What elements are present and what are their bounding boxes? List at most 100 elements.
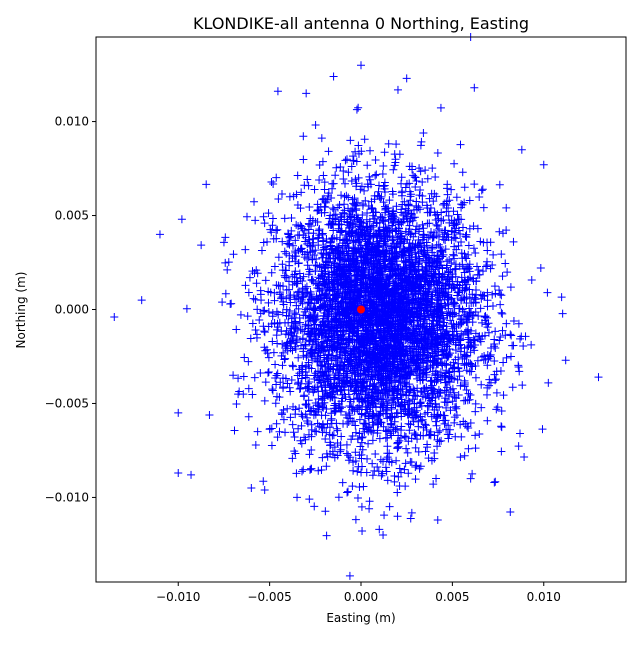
data-point xyxy=(268,309,277,318)
data-point xyxy=(291,310,300,319)
data-point xyxy=(273,225,282,234)
data-point xyxy=(418,178,427,187)
data-point xyxy=(397,412,406,421)
data-point xyxy=(401,183,410,192)
data-point xyxy=(435,437,444,446)
data-point xyxy=(387,458,396,467)
data-point xyxy=(311,267,320,276)
data-point xyxy=(479,203,488,212)
data-point xyxy=(260,306,269,315)
data-point xyxy=(340,192,349,201)
data-point xyxy=(295,404,304,413)
data-point xyxy=(421,166,430,175)
data-point xyxy=(277,327,286,336)
data-point xyxy=(347,177,356,186)
data-point xyxy=(353,405,362,414)
data-point xyxy=(411,182,420,191)
data-point xyxy=(464,241,473,250)
data-point xyxy=(516,334,525,343)
data-point xyxy=(447,374,456,383)
data-point xyxy=(401,433,410,442)
data-point xyxy=(351,147,360,156)
data-point xyxy=(313,419,322,428)
data-point xyxy=(450,265,459,274)
data-point xyxy=(382,467,391,476)
data-point xyxy=(328,447,337,456)
data-point xyxy=(414,422,423,431)
data-point xyxy=(460,451,469,460)
data-point xyxy=(465,304,474,313)
data-point xyxy=(322,462,331,471)
data-point xyxy=(232,400,241,408)
data-point xyxy=(402,444,411,453)
data-point xyxy=(492,375,501,384)
data-point xyxy=(250,373,259,382)
data-point xyxy=(416,398,425,407)
data-point xyxy=(443,353,452,362)
data-point xyxy=(272,419,281,428)
data-point xyxy=(447,185,456,194)
data-point xyxy=(299,272,308,281)
data-point xyxy=(379,422,388,431)
data-point xyxy=(197,241,206,250)
data-point xyxy=(273,433,282,442)
data-point xyxy=(297,439,306,448)
data-point xyxy=(343,487,352,496)
data-point xyxy=(182,304,191,313)
points-layer xyxy=(110,33,603,580)
data-point xyxy=(464,333,473,342)
data-point xyxy=(299,155,308,164)
data-point xyxy=(383,414,392,423)
data-point xyxy=(365,504,374,513)
data-point xyxy=(384,215,393,224)
data-point xyxy=(335,404,344,413)
data-point xyxy=(490,478,499,487)
data-point xyxy=(352,105,361,114)
data-point xyxy=(388,187,397,196)
data-point xyxy=(345,571,354,580)
data-point xyxy=(446,373,455,382)
data-point xyxy=(294,353,303,362)
data-point xyxy=(418,220,427,229)
data-point xyxy=(264,353,273,362)
data-point xyxy=(288,454,297,463)
data-point xyxy=(255,315,264,324)
data-point xyxy=(446,406,455,415)
data-point xyxy=(260,327,269,336)
data-point xyxy=(342,191,351,200)
data-point xyxy=(339,174,348,183)
data-point xyxy=(244,412,253,421)
data-point xyxy=(457,329,466,338)
data-point xyxy=(460,295,469,304)
data-point xyxy=(287,213,296,222)
data-point xyxy=(456,140,465,149)
data-point xyxy=(315,161,324,170)
data-point xyxy=(473,356,482,365)
data-point xyxy=(241,245,250,254)
data-point xyxy=(495,336,504,345)
data-point xyxy=(461,232,470,241)
data-point xyxy=(317,263,326,272)
data-point xyxy=(230,426,239,435)
data-point xyxy=(381,463,390,472)
data-point xyxy=(322,531,331,540)
data-point xyxy=(332,424,341,433)
data-point xyxy=(310,502,319,511)
data-point xyxy=(305,450,314,459)
data-point xyxy=(350,200,359,209)
data-point xyxy=(486,264,495,273)
data-point xyxy=(333,203,342,212)
data-point xyxy=(469,244,478,253)
data-point xyxy=(341,392,350,401)
data-point xyxy=(411,430,420,439)
data-point xyxy=(269,348,278,357)
data-point xyxy=(260,328,269,337)
data-point xyxy=(341,179,350,188)
data-point xyxy=(369,410,378,419)
data-point xyxy=(362,215,371,224)
data-point xyxy=(278,361,287,370)
data-point xyxy=(403,448,412,457)
data-point xyxy=(273,339,282,348)
data-point xyxy=(365,497,374,506)
